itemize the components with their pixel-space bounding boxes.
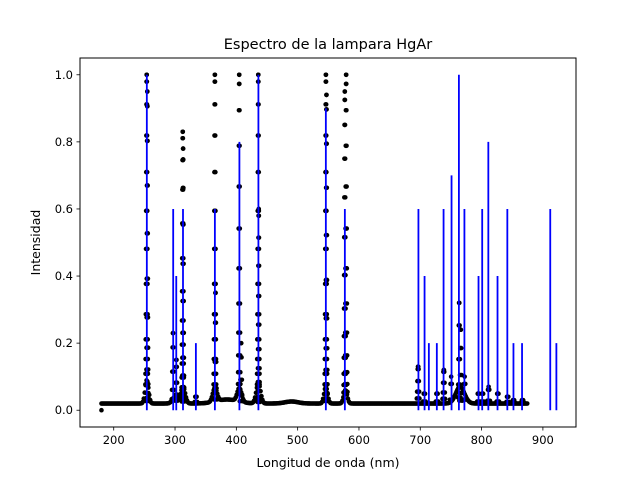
data-point (324, 92, 329, 98)
data-point (239, 392, 245, 398)
x-tick-label: 900 (532, 433, 554, 447)
data-point (344, 369, 350, 375)
data-point (237, 81, 242, 87)
axis-ticks: 200 300 400 500 600 700 800 900 0.0 0.2 0.4 0.6 0.8 1… (55, 68, 554, 447)
y-axis-label: Intensidad (28, 210, 43, 276)
data-point (239, 355, 244, 360)
data-point (144, 72, 150, 78)
data-point (213, 169, 218, 175)
data-point (344, 301, 350, 306)
plot-frame (79, 57, 577, 428)
x-tick-label: 300 (164, 433, 186, 447)
data-point (180, 146, 186, 151)
data-point (239, 377, 245, 383)
data-point (344, 81, 349, 87)
x-axis-label: Longitud de onda (nm) (256, 455, 399, 470)
data-point (323, 72, 329, 78)
data-point (342, 156, 348, 161)
data-point (342, 89, 348, 94)
data-point (343, 72, 349, 78)
data-point (212, 79, 218, 84)
data-point (237, 107, 242, 113)
data-point (99, 407, 104, 413)
data-point (181, 185, 186, 191)
data-point (344, 353, 350, 358)
data-point (180, 129, 186, 135)
data-point (344, 184, 349, 189)
data-point (180, 135, 186, 141)
data-point (212, 102, 218, 107)
data-point (344, 330, 350, 335)
x-tick-label: 200 (103, 433, 125, 447)
chart-title: Espectro de la lampara HgAr (224, 37, 432, 53)
data-point (180, 157, 186, 162)
data-point (345, 389, 350, 395)
x-tick-label: 800 (471, 433, 493, 447)
x-tick-label: 400 (225, 433, 247, 447)
data-point (342, 122, 348, 128)
y-tick-label: 0.0 (55, 403, 73, 417)
data-point (342, 97, 348, 103)
y-tick-label: 0.4 (55, 269, 73, 283)
data-point (240, 398, 245, 404)
data-point (345, 381, 350, 387)
data-point (458, 345, 464, 351)
x-tick-label: 600 (348, 433, 370, 447)
y-tick-label: 0.8 (55, 135, 73, 149)
data-point (344, 107, 349, 113)
data-point (459, 390, 465, 396)
x-tick-label: 700 (409, 433, 431, 447)
data-point (236, 72, 242, 78)
data-point (212, 133, 218, 138)
data-point (342, 195, 348, 200)
x-tick-label: 500 (287, 433, 309, 447)
data-point (323, 102, 329, 107)
data-point (256, 72, 261, 78)
plot-marks (99, 72, 558, 413)
data-point (344, 143, 349, 149)
y-tick-label: 0.6 (55, 202, 73, 216)
y-tick-label: 1.0 (55, 68, 73, 82)
data-point (212, 72, 218, 78)
data-point (323, 79, 329, 84)
y-tick-label: 0.2 (55, 336, 73, 350)
